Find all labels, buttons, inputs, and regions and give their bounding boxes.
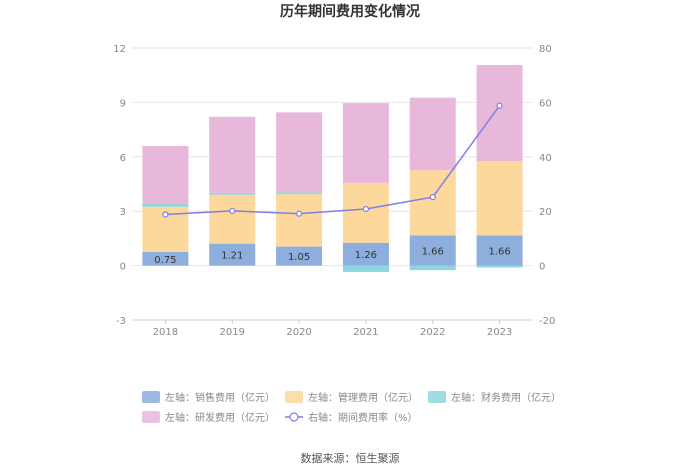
- bar: [342, 103, 389, 183]
- legend-label: 左轴：研发费用（亿元）: [165, 411, 275, 424]
- legend-swatch: [285, 391, 303, 403]
- ratio-point: [496, 102, 503, 109]
- expense-ratio-line: [162, 102, 503, 218]
- gridlines: [132, 47, 533, 321]
- bar: [342, 265, 389, 272]
- legend-swatch: [142, 411, 160, 423]
- legend[interactable]: 左轴：销售费用（亿元） 左轴：管理费用（亿元） 左轴：财务费用（亿元） 左轴：研发费用…: [142, 391, 561, 424]
- x-axis: 2018 2019 2020 2021 2022 2023: [132, 319, 533, 338]
- data-label: 1.21: [221, 251, 243, 262]
- bar: [342, 182, 389, 243]
- bar: [409, 170, 456, 236]
- bar: [142, 252, 189, 266]
- right-tick-label: -20: [539, 316, 555, 327]
- left-tick-label: 6: [120, 153, 126, 164]
- left-tick-label: 12: [113, 44, 126, 55]
- source-note: 数据来源：恒生聚源: [301, 451, 400, 465]
- bar: [476, 161, 523, 236]
- bar-data-labels: 0.75 1.21 1.05 1.26 1.66 1.66: [154, 247, 510, 266]
- ratio-point: [362, 205, 370, 213]
- legend-label: 左轴：销售费用（亿元）: [165, 391, 275, 404]
- bar: [276, 246, 323, 266]
- bar: [276, 192, 323, 194]
- ratio-point: [229, 207, 236, 215]
- x-tick-label: 2019: [220, 327, 245, 338]
- ratio-point: [162, 211, 169, 218]
- bar: [209, 116, 256, 193]
- bar: [409, 235, 456, 266]
- x-tick-label: 2021: [353, 327, 378, 338]
- bar: [142, 145, 189, 204]
- right-tick-label: 40: [539, 153, 552, 164]
- right-tick-label: 0: [539, 262, 545, 273]
- legend-label: 右轴：期间费用率（%）: [308, 411, 418, 424]
- legend-item[interactable]: 左轴：财务费用（亿元）: [428, 391, 561, 404]
- bar: [476, 265, 523, 268]
- right-axis-ticks: -20 0 20 40 60 80: [539, 44, 555, 327]
- legend-label: 左轴：财务费用（亿元）: [451, 391, 561, 404]
- bar: [409, 265, 456, 271]
- bar: [276, 112, 323, 193]
- right-tick-label: 60: [539, 98, 552, 109]
- x-tick-label: 2020: [286, 327, 311, 338]
- data-label: 1.66: [488, 247, 510, 258]
- bar: [209, 192, 256, 195]
- ratio-point: [295, 210, 303, 217]
- left-tick-label: -3: [116, 316, 126, 327]
- bar: [476, 65, 523, 162]
- bar: [142, 203, 189, 207]
- ratio-point: [429, 193, 436, 201]
- chart-title: 历年期间费用变化情况: [280, 3, 420, 20]
- legend-item[interactable]: 左轴：管理费用（亿元）: [285, 391, 418, 404]
- right-tick-label: 80: [539, 44, 552, 55]
- ratio-line: [165, 105, 501, 216]
- bar: [209, 243, 256, 266]
- x-tick-label: 2022: [420, 327, 445, 338]
- legend-swatch: [428, 391, 446, 403]
- legend-line-marker: [289, 412, 299, 422]
- data-label: 0.75: [154, 255, 176, 266]
- bar: [342, 242, 389, 266]
- data-label: 1.26: [355, 250, 377, 261]
- data-label: 1.05: [288, 252, 310, 263]
- bar: [409, 97, 456, 171]
- left-tick-label: 0: [120, 262, 126, 273]
- x-tick-label: 2023: [487, 327, 512, 338]
- data-label: 1.66: [422, 247, 444, 258]
- bars: [142, 65, 523, 272]
- left-axis-ticks: -3 0 3 6 9 12: [113, 44, 126, 327]
- legend-item[interactable]: 左轴：研发费用（亿元）: [142, 411, 275, 424]
- legend-label: 左轴：管理费用（亿元）: [308, 391, 418, 404]
- legend-item[interactable]: 右轴：期间费用率（%）: [285, 411, 418, 424]
- left-tick-label: 3: [120, 207, 126, 218]
- bar: [276, 193, 323, 247]
- legend-item[interactable]: 左轴：销售费用（亿元）: [142, 391, 275, 404]
- x-tick-label: 2018: [153, 327, 178, 338]
- left-tick-label: 9: [120, 98, 126, 109]
- bar: [209, 194, 256, 244]
- right-tick-label: 20: [539, 207, 552, 218]
- legend-swatch: [142, 391, 160, 403]
- bar: [476, 235, 523, 266]
